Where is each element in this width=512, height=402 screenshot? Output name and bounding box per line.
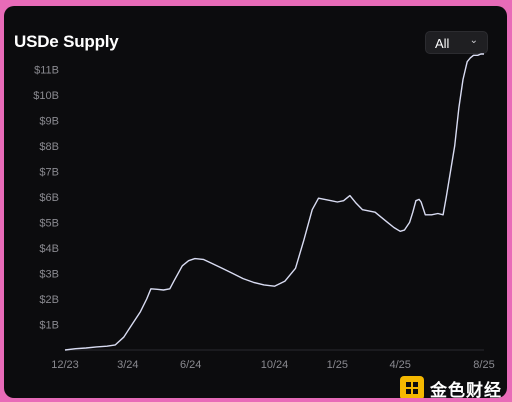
y-tick-label: $2B bbox=[39, 294, 59, 306]
watermark-text: 金色财经 bbox=[430, 380, 502, 399]
y-axis: $1B $2B $3B $4B $5B $6B $7B $8B $9B $10B $11B bbox=[33, 64, 59, 331]
y-tick-label: $9B bbox=[39, 115, 59, 127]
watermark: 金色财经 bbox=[400, 373, 502, 398]
chart-title: USDe Supply bbox=[14, 32, 119, 51]
jinse-logo-icon bbox=[400, 376, 424, 398]
x-tick-label: 4/25 bbox=[389, 359, 410, 371]
y-tick-label: $3B bbox=[39, 268, 59, 280]
y-tick-label: $7B bbox=[39, 166, 59, 178]
time-range-select[interactable]: All ⌄ bbox=[425, 31, 488, 54]
chart-card: USDe Supply All ⌄ $1B $2B $3B $4B $5B $6B $7B $… bbox=[4, 6, 507, 398]
x-tick-label: 10/24 bbox=[261, 359, 289, 371]
x-axis: 12/23 3/24 6/24 10/24 1/25 4/25 8/25 bbox=[51, 359, 494, 371]
chevron-down-icon: ⌄ bbox=[469, 35, 478, 46]
y-tick-label: $8B bbox=[39, 141, 59, 153]
series-line-usde-supply bbox=[64, 53, 484, 351]
x-tick-label: 3/24 bbox=[117, 359, 138, 371]
y-tick-label: $1B bbox=[39, 319, 59, 331]
y-tick-label: $6B bbox=[39, 192, 59, 204]
x-tick-label: 8/25 bbox=[473, 359, 494, 371]
x-tick-label: 1/25 bbox=[327, 359, 348, 371]
y-tick-label: $4B bbox=[39, 243, 59, 255]
time-range-value: All bbox=[435, 36, 450, 51]
y-tick-label: $5B bbox=[39, 217, 59, 229]
y-tick-label: $10B bbox=[33, 90, 59, 102]
y-tick-label: $11B bbox=[34, 64, 59, 76]
x-tick-label: 12/23 bbox=[51, 359, 79, 371]
supply-line-chart: $1B $2B $3B $4B $5B $6B $7B $8B $9B $10B $11B 12/2… bbox=[33, 53, 495, 371]
x-tick-label: 6/24 bbox=[180, 359, 201, 371]
